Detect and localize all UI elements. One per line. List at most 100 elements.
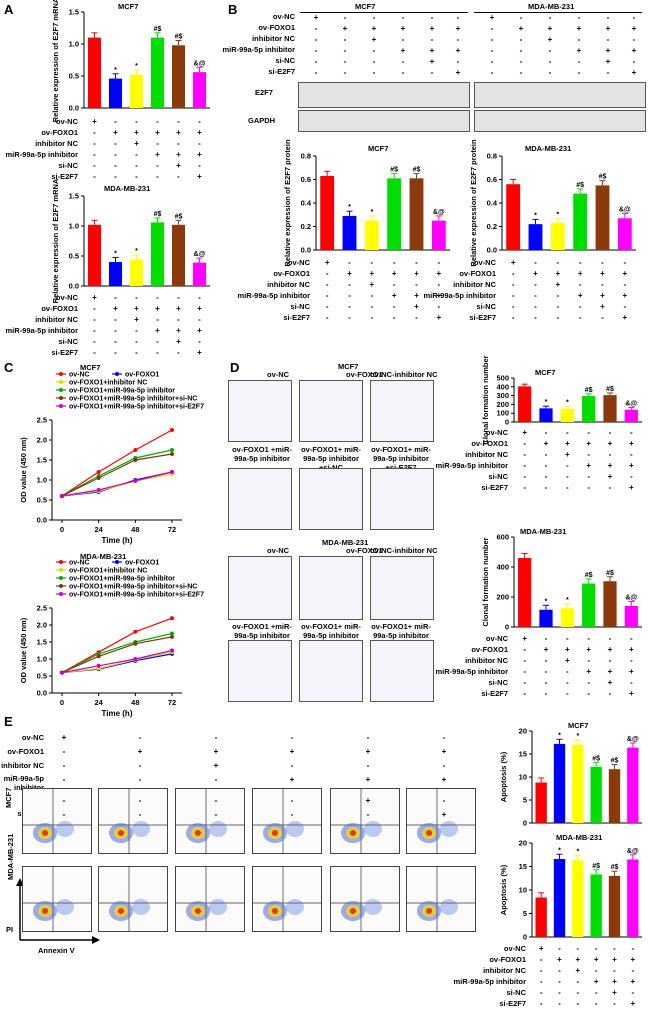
blot-condition-sign: - xyxy=(549,68,552,77)
condition-sign: - xyxy=(631,988,634,997)
y-tick-label: 1.0 xyxy=(69,40,79,49)
flow-condition-sign: - xyxy=(63,775,66,784)
flow-condition-sign: + xyxy=(442,747,447,756)
blot-condition-sign: - xyxy=(491,24,494,33)
condition-sign: - xyxy=(630,450,633,459)
blot-condition-sign: + xyxy=(632,68,637,77)
condition-sign: - xyxy=(556,291,559,300)
flow-condition-sign: - xyxy=(443,796,446,805)
condition-sign: - xyxy=(93,304,96,313)
colony-dish xyxy=(228,640,292,702)
row-label: miR-99a-5p inhibitor xyxy=(453,977,526,986)
condition-sign: - xyxy=(348,302,351,311)
x-tick-label: 0 xyxy=(60,525,64,534)
d-bottom-label-2: ov-FOXO1+ miR-99a-5p inhibitor +si-NC xyxy=(301,445,361,472)
condition-sign: - xyxy=(135,161,138,170)
condition-sign: + xyxy=(522,428,527,437)
condition-sign: + xyxy=(522,634,527,643)
row-label: si-E2F7 xyxy=(283,313,310,322)
y-axis-label: Relative expression of E2F7 protein xyxy=(469,139,478,267)
x-tick-label: 48 xyxy=(131,525,139,534)
condition-sign: + xyxy=(586,645,591,654)
flow-condition-sign: - xyxy=(63,810,66,819)
condition-sign: - xyxy=(558,988,561,997)
condition-sign: + xyxy=(629,645,634,654)
bar xyxy=(387,178,402,250)
blot-condition-sign: - xyxy=(578,35,581,44)
condition-sign: - xyxy=(177,293,180,302)
flow-condition-sign: + xyxy=(214,747,219,756)
d-mda-header: MDA-MB-231 xyxy=(322,538,369,547)
x-axis-label: Time (h) xyxy=(102,536,133,545)
y-tick-label: 15 xyxy=(519,862,527,871)
y-tick-label: 0.2 xyxy=(301,222,311,231)
flow-condition-sign: - xyxy=(215,775,218,784)
y-tick-label: 1.0 xyxy=(37,476,47,485)
y-tick-label: 0 xyxy=(523,933,527,942)
significance-mark: #$ xyxy=(413,167,421,174)
legend-label: ov-FOXO1+miR-99a-5p inhibitor+si-E2F7 xyxy=(69,592,204,599)
flow-condition-sign: - xyxy=(139,761,142,770)
condition-sign: + xyxy=(539,944,544,953)
significance-mark: * xyxy=(114,67,117,74)
band-label-gapdh: GAPDH xyxy=(248,116,276,125)
condition-sign: + xyxy=(392,269,397,278)
flow-condition-sign: + xyxy=(366,747,371,756)
blot-condition-sign: - xyxy=(402,35,405,44)
condition-sign: - xyxy=(156,139,159,148)
colony-dish xyxy=(370,640,434,702)
bar xyxy=(590,874,602,937)
legend-label: ov-FOXO1+miR-99a-5p inhibitor+si-E2F7 xyxy=(69,404,204,411)
condition-sign: + xyxy=(630,977,635,986)
condition-sign: - xyxy=(135,326,138,335)
blot-condition-sign: - xyxy=(520,13,523,22)
blot-condition-sign: - xyxy=(549,57,552,66)
row-label: ov-NC xyxy=(21,733,44,742)
row-label: ov-NC xyxy=(473,258,496,267)
flow-condition-sign: - xyxy=(215,810,218,819)
b-mcf7-header: MCF7 xyxy=(355,2,376,11)
condition-sign: + xyxy=(92,117,97,126)
condition-sign: - xyxy=(609,483,612,492)
d-mcf7-title: MCF7 xyxy=(535,368,556,377)
condition-sign: - xyxy=(135,172,138,181)
blot-condition-sign: - xyxy=(457,57,460,66)
flow-scatter-plot xyxy=(175,866,245,932)
row-label: ov-NC xyxy=(55,293,78,302)
blot-condition-sign: - xyxy=(315,24,318,33)
row-label: ov-FOXO1 xyxy=(41,128,78,137)
series-line xyxy=(61,636,173,674)
y-tick-label: 1.5 xyxy=(69,192,79,201)
significance-mark: * xyxy=(534,212,537,219)
condition-sign: - xyxy=(523,461,526,470)
condition-sign: - xyxy=(566,483,569,492)
condition-sign: + xyxy=(176,161,181,170)
y-axis-label: Relative expression of E2F7 mRNA xyxy=(51,178,60,303)
condition-sign: - xyxy=(587,428,590,437)
condition-sign: - xyxy=(348,291,351,300)
condition-sign: + xyxy=(622,313,627,322)
significance-mark: &@ xyxy=(627,848,639,855)
blot-condition-sign: + xyxy=(577,46,582,55)
condition-sign: + xyxy=(176,128,181,137)
condition-sign: - xyxy=(198,293,201,302)
condition-sign: + xyxy=(197,150,202,159)
a-mcf7-title: MCF7 xyxy=(118,2,139,11)
y-tick-label: 1.0 xyxy=(37,655,47,664)
blot-condition-sign: + xyxy=(401,24,406,33)
condition-sign: + xyxy=(414,291,419,300)
significance-mark: * xyxy=(566,597,569,604)
condition-sign: - xyxy=(630,656,633,665)
condition-sign: + xyxy=(511,258,516,267)
condition-sign: - xyxy=(393,313,396,322)
data-point xyxy=(60,494,64,498)
flow-scatter-plot xyxy=(330,866,400,932)
y-tick-label: 10 xyxy=(519,773,527,782)
significance-mark: #$ xyxy=(175,33,183,40)
condition-sign: - xyxy=(566,472,569,481)
y-tick-label: 0.0 xyxy=(37,689,47,698)
condition-sign: + xyxy=(113,128,118,137)
series-line xyxy=(61,471,173,497)
